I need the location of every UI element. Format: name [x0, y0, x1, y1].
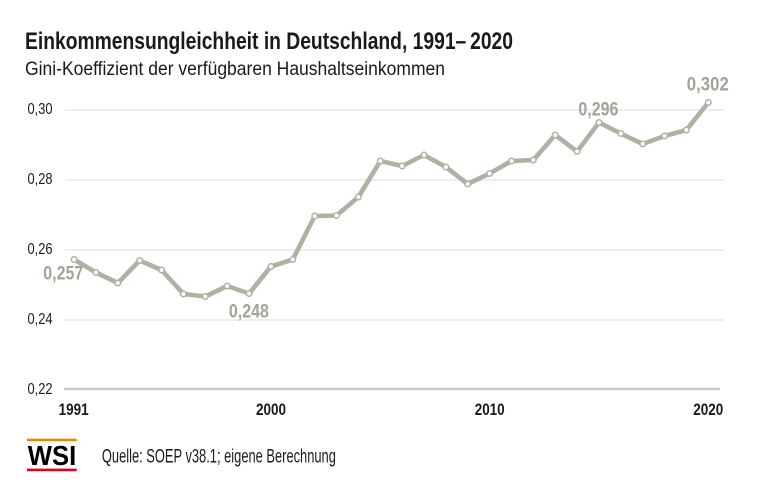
svg-text:0,28: 0,28: [28, 171, 53, 188]
svg-text:Gini-Koeffizient der verfügbar: Gini-Koeffizient der verfügbaren Haushal…: [25, 58, 445, 80]
svg-text:0,22: 0,22: [28, 381, 53, 398]
svg-text:0,26: 0,26: [28, 241, 53, 258]
svg-text:2000: 2000: [256, 400, 286, 419]
svg-text:2020: 2020: [693, 400, 723, 419]
svg-text:0,30: 0,30: [28, 101, 53, 118]
svg-text:1991: 1991: [59, 400, 89, 419]
svg-text:Quelle: SOEP v38.1; eigene Ber: Quelle: SOEP v38.1; eigene Berechnung: [102, 446, 336, 467]
svg-text:0,248: 0,248: [229, 301, 269, 323]
svg-text:2010: 2010: [475, 400, 505, 419]
svg-text:0,296: 0,296: [578, 99, 618, 121]
svg-text:WSI: WSI: [28, 440, 77, 471]
svg-text:0,257: 0,257: [43, 263, 83, 285]
svg-text:0,24: 0,24: [28, 311, 53, 328]
svg-text:Einkommensungleichheit in Deut: Einkommensungleichheit in Deutschland, 1…: [25, 28, 513, 55]
svg-text:0,302: 0,302: [687, 74, 729, 96]
